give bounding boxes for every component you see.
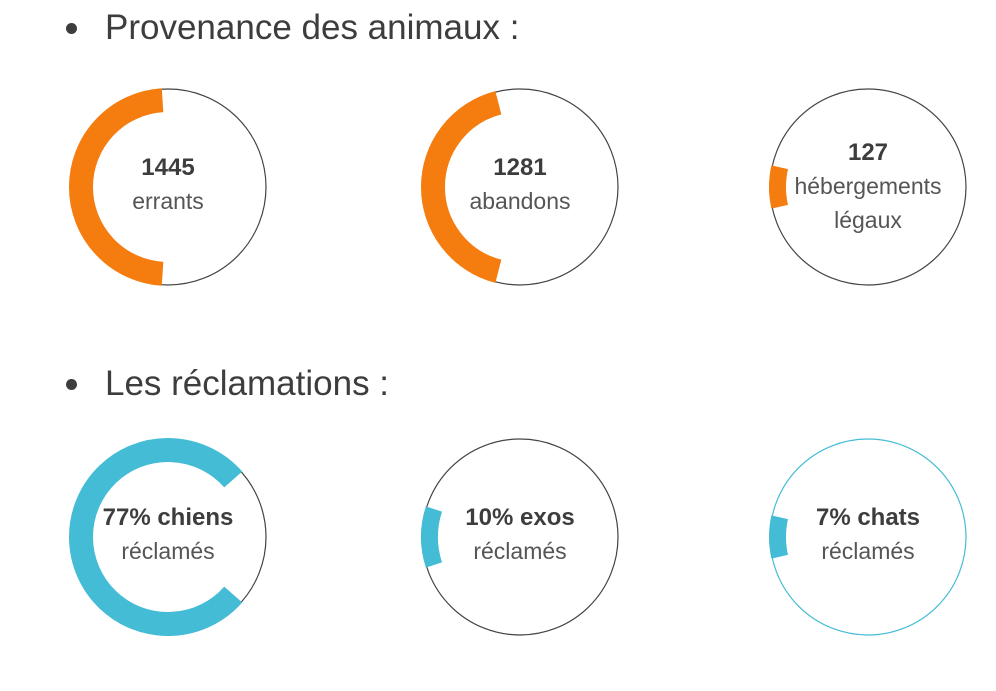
donut-label: hébergements xyxy=(794,173,941,199)
donut-value: 127 xyxy=(848,139,888,166)
bullet-icon xyxy=(66,378,77,390)
donut-label: réclamés xyxy=(121,538,214,564)
donut-outline xyxy=(421,438,619,636)
donut-value: 77% chiens xyxy=(103,504,234,531)
donut-arc xyxy=(420,91,502,283)
donut-arc xyxy=(769,515,789,559)
donut-outline xyxy=(769,438,967,636)
donut-label: légaux xyxy=(834,207,902,233)
donut-value: 1445 xyxy=(141,154,194,181)
donut-0-0: 1445 errants xyxy=(68,88,267,286)
donut-value: 7% chats xyxy=(816,504,920,531)
donut-arc xyxy=(769,165,789,209)
donut-label: errants xyxy=(132,188,204,214)
section-heading-text: Les réclamations : xyxy=(105,364,390,403)
donut-1-2: 7% chats réclamés xyxy=(769,438,967,636)
section-heading-provenance: Provenance des animaux : xyxy=(66,8,519,48)
section-heading-reclamations: Les réclamations : xyxy=(66,364,389,404)
donut-arc xyxy=(69,438,243,636)
donut-value: 1281 xyxy=(493,154,546,181)
donut-label: abandons xyxy=(469,188,570,214)
section-heading-text: Provenance des animaux : xyxy=(105,8,520,47)
donut-0-1: 1281 abandons xyxy=(420,88,619,286)
donut-arc xyxy=(68,88,164,286)
donut-label: réclamés xyxy=(821,538,914,564)
donut-0-2: 127 hébergements légaux xyxy=(769,88,967,286)
bullet-icon xyxy=(66,22,77,34)
donut-value: 10% exos xyxy=(465,504,574,531)
donut-arc xyxy=(421,506,443,568)
donut-1-1: 10% exos réclamés xyxy=(421,438,619,636)
donut-label: réclamés xyxy=(473,538,566,564)
donut-1-0: 77% chiens réclamés xyxy=(69,438,267,636)
